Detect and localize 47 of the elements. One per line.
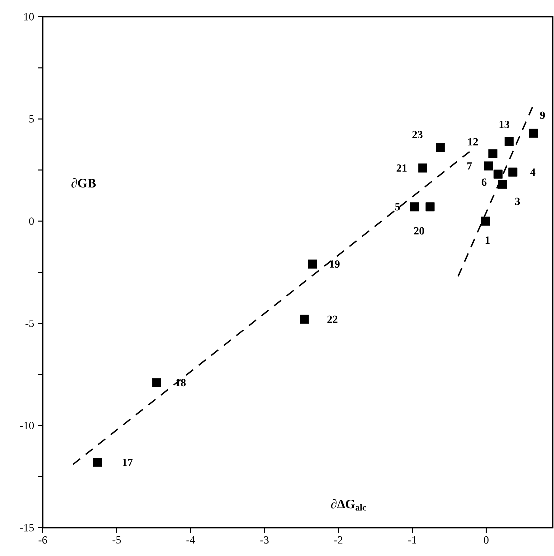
point [93,458,102,468]
annotation: 9 [540,112,546,120]
annotation: 21 [396,164,407,172]
y-tick-label: 5 [30,116,34,123]
y-tick-label: 0 [29,218,34,226]
annotation: 12 [468,138,478,146]
x-axis-title: ∂ΔG$_{alc}$ [331,499,366,511]
point [484,162,494,171]
y-tick-label: 10 [24,13,34,21]
point [300,315,310,324]
point [508,168,518,177]
point [481,216,490,226]
x-tick-label: -5 [112,536,122,544]
annotation: 4 [530,168,536,176]
point [418,164,428,173]
annotation: 23 [412,131,423,138]
x-tick-label: 0 [484,536,489,544]
y-axis-title: ∂GB [72,178,96,188]
y-tick-label: -5 [26,320,34,328]
x-tick-label: -6 [38,536,48,544]
annotation: 6 [482,178,487,186]
x-tick-label: -1 [408,536,416,544]
point [436,143,446,152]
point [410,202,420,212]
point [504,137,514,146]
x-tick-label: -4 [186,536,196,544]
point [308,260,318,269]
point [494,170,503,179]
annotation: 22 [328,316,338,324]
point [152,378,162,388]
annotation: 3 [515,198,520,206]
point [426,202,435,212]
annotation: 18 [176,379,186,387]
annotation: 1 [486,236,490,244]
annotation: 7 [468,162,472,170]
annotation: 19 [330,260,340,268]
annotation: 13 [500,121,510,128]
x-tick-label: -2 [334,536,343,544]
point [498,180,508,190]
annotation: 20 [414,227,424,235]
point [529,129,538,138]
y-tick-label: -10 [20,422,34,430]
annotation: 5 [395,203,400,211]
point [488,149,498,158]
y-tick-label: -15 [20,524,34,532]
annotation: 17 [123,458,133,466]
x-tick-label: -3 [260,536,269,544]
